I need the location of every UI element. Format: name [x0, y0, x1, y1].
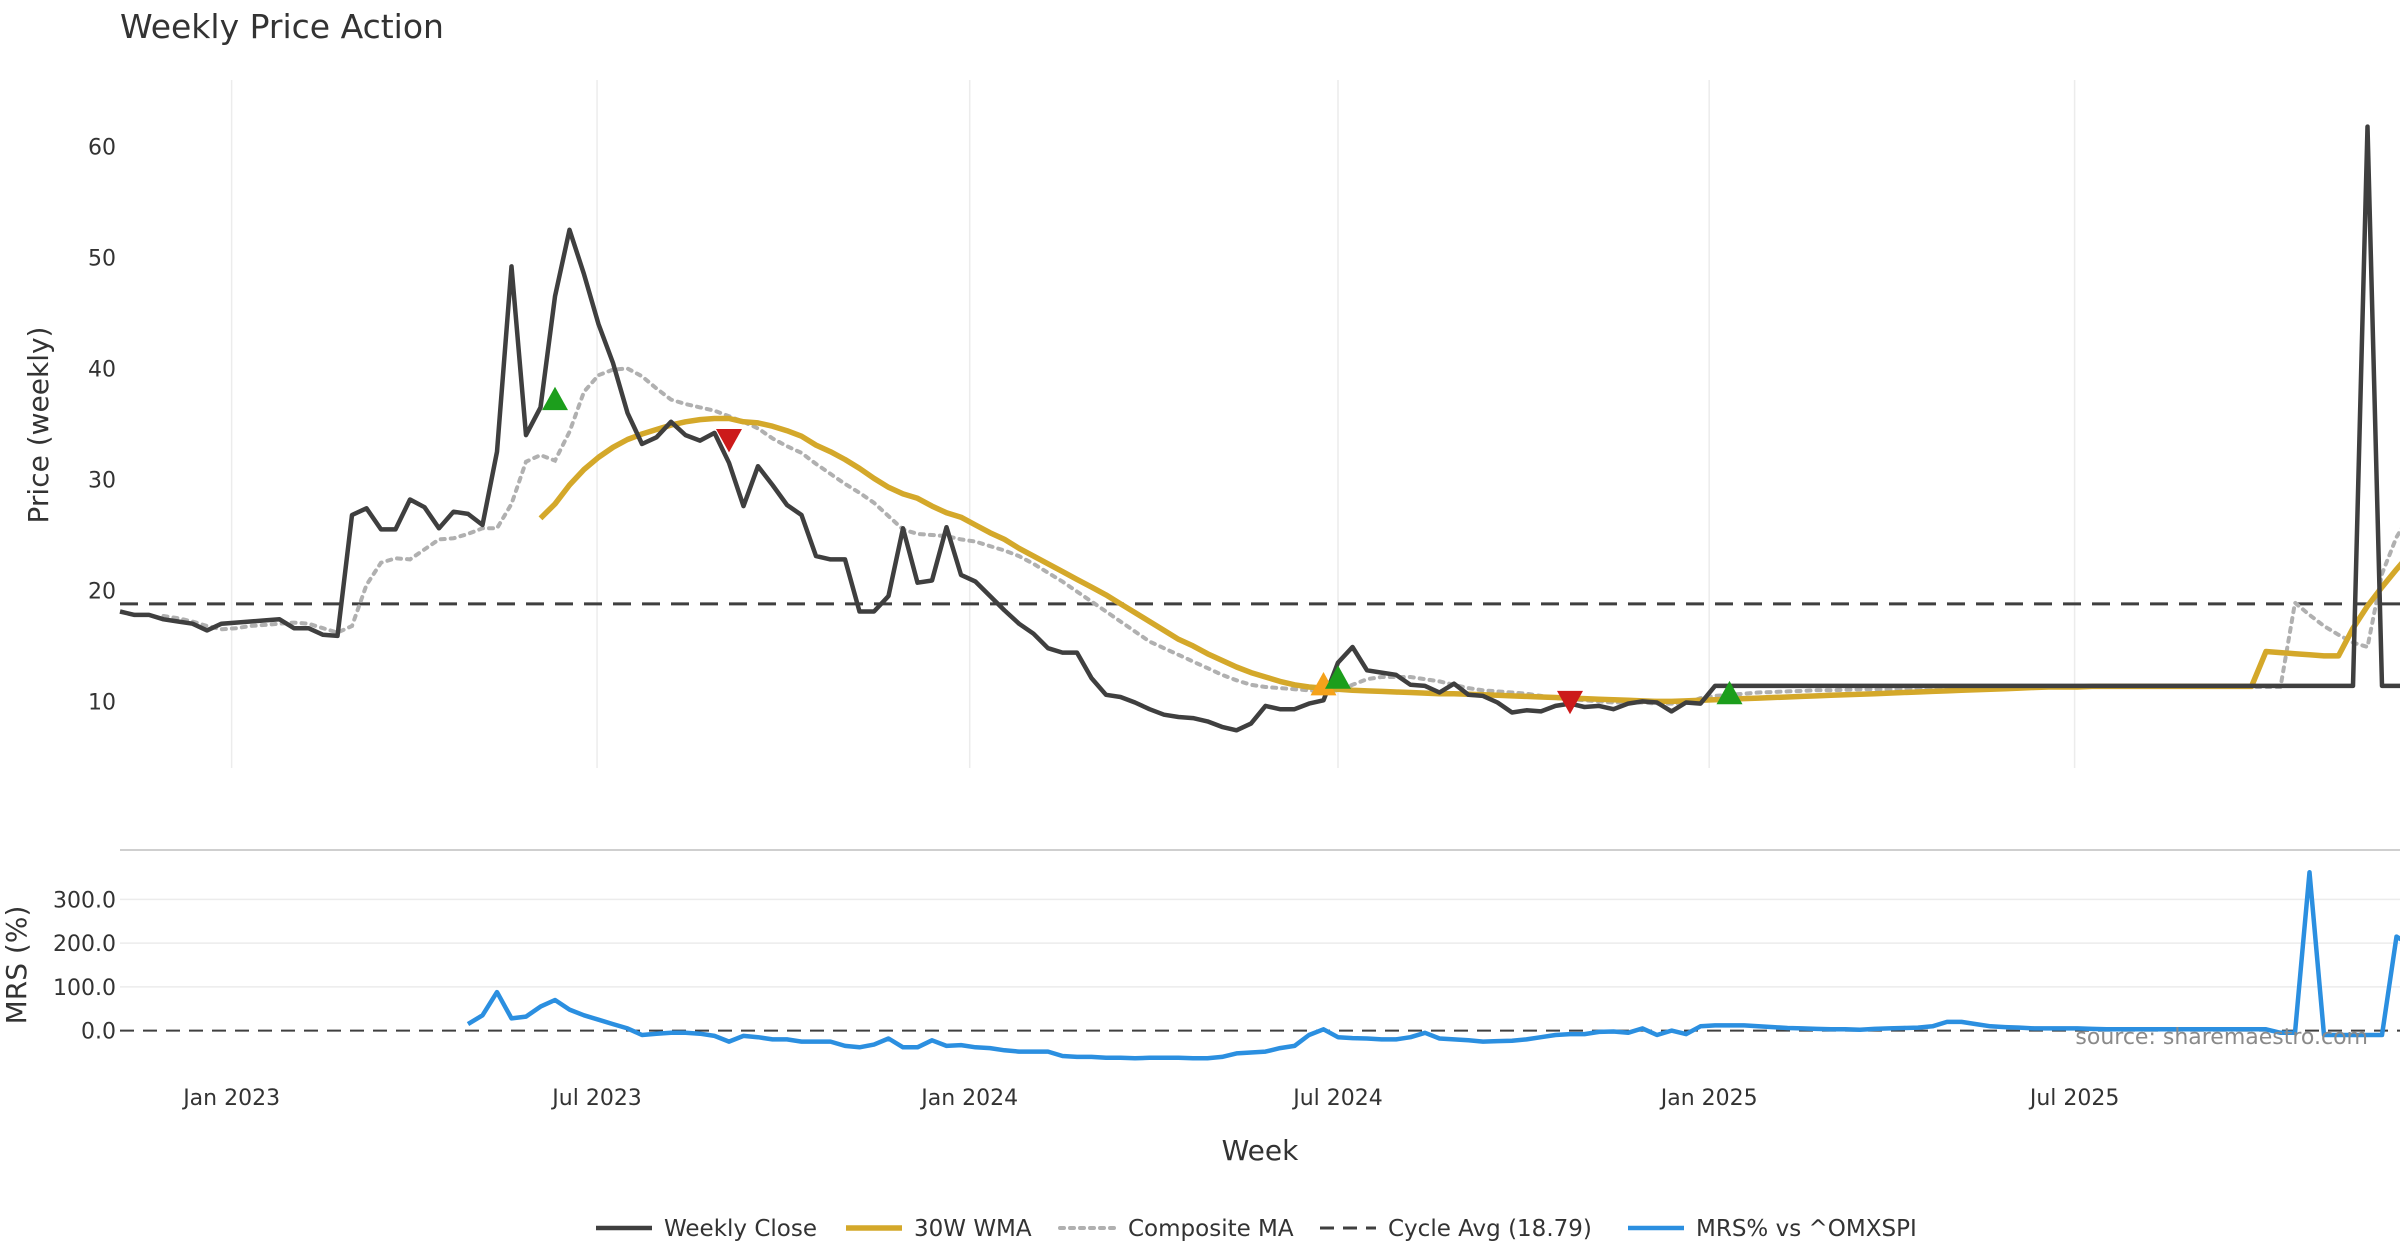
mrs-y-ticks: 0.0 100.0 200.0 300.0 [53, 888, 116, 1044]
buy-marker-6 [1716, 680, 1743, 705]
price-gridlines [230, 80, 2076, 768]
price-panel: 10 20 30 40 50 60 [88, 80, 2400, 768]
x-axis-title: Week [1222, 1134, 1299, 1167]
price-y-ticks: 10 20 30 40 50 60 [88, 136, 116, 716]
mrs-y-tick-300.0: 300.0 [53, 888, 116, 913]
legend-label-4: Cycle Avg (18.79) [1388, 1216, 1592, 1242]
mrs-line [466, 870, 2400, 1061]
x-tick-6: Jul 2025 [2028, 1086, 2120, 1111]
legend-label-2: 30W WMA [914, 1216, 1032, 1242]
sell-marker-5 [1557, 690, 1583, 715]
x-axis-ticks: Jan 2023 Jul 2023 Jan 2024 Jul 2024 Jan 2025… [181, 1086, 2119, 1111]
price-y-tick-40: 40 [88, 358, 116, 383]
price-y-axis-title: Price (weekly) [22, 327, 55, 524]
price-y-tick-20: 20 [88, 579, 116, 604]
mrs-y-tick-100.0: 100.0 [53, 976, 116, 1001]
price-y-tick-10: 10 [88, 690, 116, 715]
signal-markers [542, 386, 1743, 715]
x-tick-1: Jan 2023 [181, 1086, 280, 1111]
sell-marker-2 [716, 428, 742, 453]
x-tick-2: Jul 2023 [550, 1086, 642, 1111]
chart-title: Weekly Price Action [120, 7, 444, 46]
mrs-y-axis-title: MRS (%) [0, 906, 33, 1025]
price-y-tick-60: 60 [88, 136, 116, 161]
wma-30w-line [538, 415, 2400, 705]
x-tick-3: Jan 2024 [919, 1086, 1018, 1111]
legend-label-1: Weekly Close [664, 1216, 817, 1242]
neutral-marker-3 [1310, 671, 1337, 696]
mrs-y-tick-200.0: 200.0 [53, 932, 116, 957]
x-tick-5: Jan 2025 [1659, 1086, 1758, 1111]
price-y-tick-50: 50 [88, 247, 116, 272]
legend-label-3: Composite MA [1128, 1216, 1294, 1242]
mrs-y-tick-0.0: 0.0 [81, 1020, 116, 1045]
x-tick-4: Jul 2024 [1291, 1086, 1383, 1111]
mrs-gridlines [120, 898, 2400, 988]
weekly-close-line [119, 124, 2400, 733]
legend-label-5: MRS% vs ^OMXSPI [1696, 1216, 1917, 1242]
buy-marker-4 [1325, 665, 1351, 689]
mrs-panel: 0.0 100.0 200.0 300.0 [53, 870, 2400, 1061]
buy-marker-1 [542, 386, 568, 411]
legend: Weekly Close 30W WMA Composite MA Cycle Avg… [596, 1216, 1917, 1242]
price-y-tick-30: 30 [88, 468, 116, 493]
source-watermark: source: sharemaestro.com [2075, 1025, 2368, 1050]
